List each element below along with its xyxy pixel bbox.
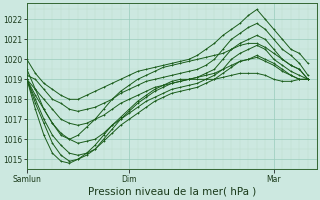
X-axis label: Pression niveau de la mer( hPa ): Pression niveau de la mer( hPa ) [88,187,256,197]
